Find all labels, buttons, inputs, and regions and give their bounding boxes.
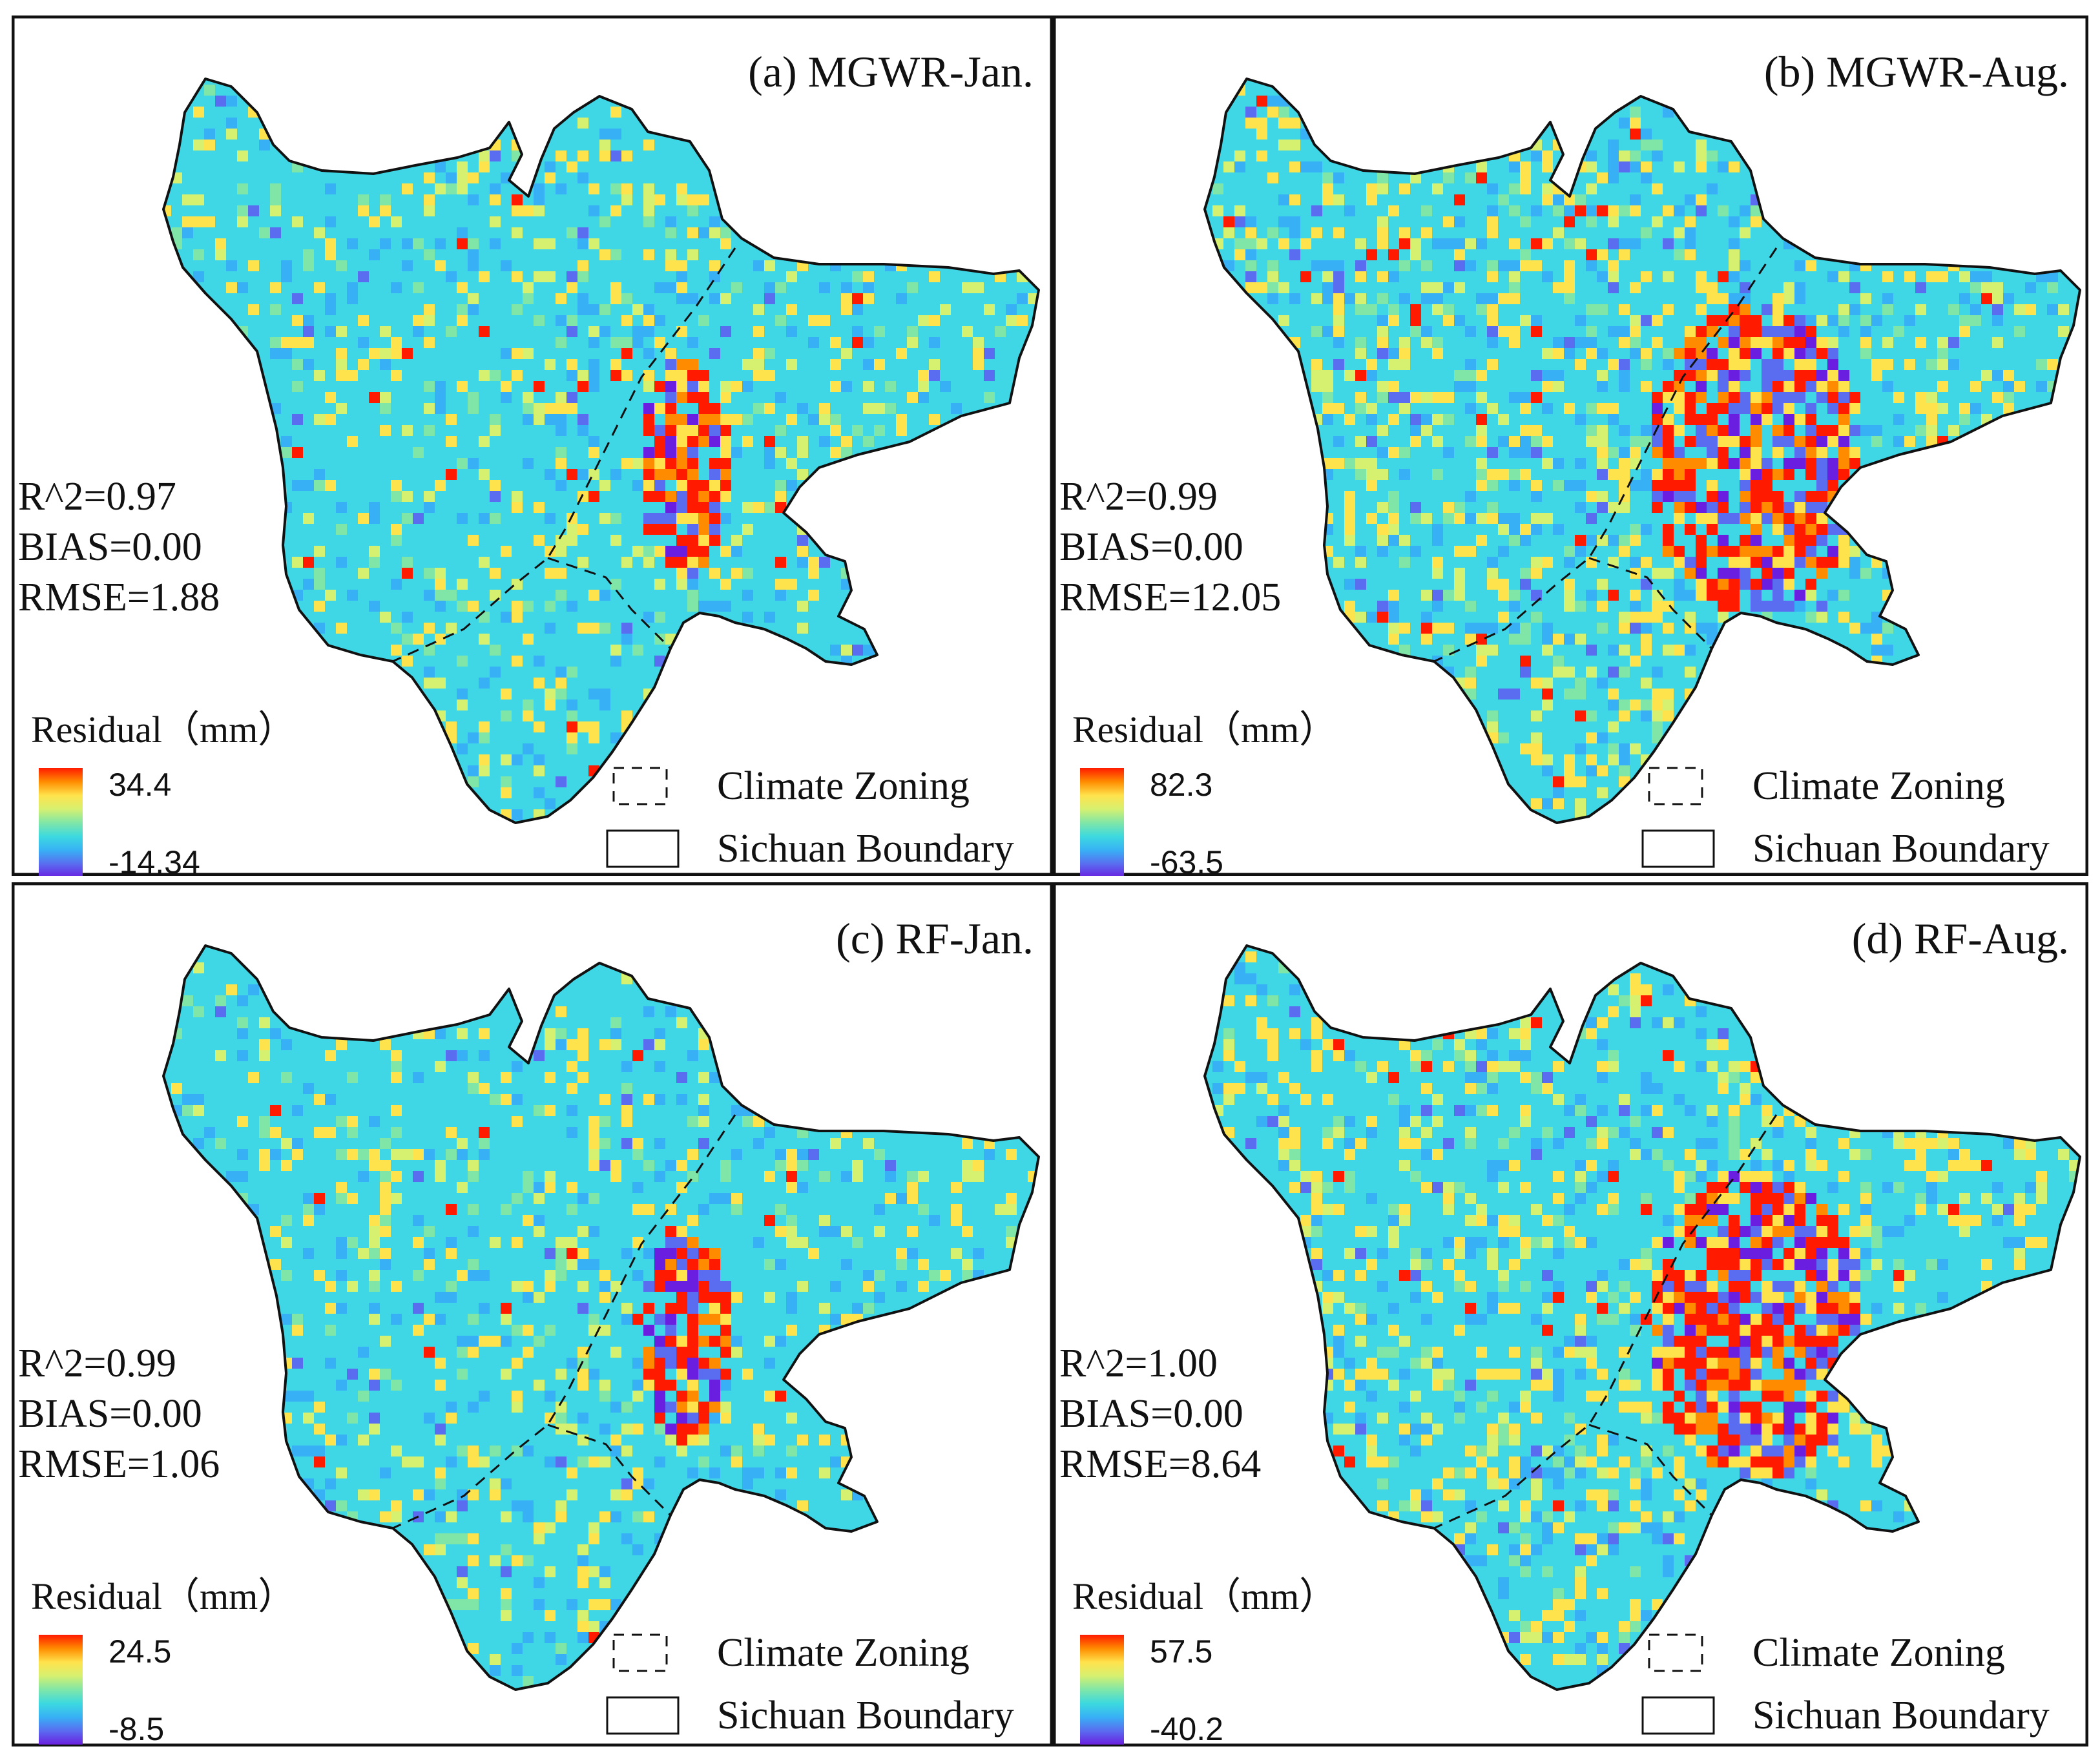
stat-line: BIAS=0.00 [18, 1392, 202, 1436]
legend-max: 82.3 [1150, 767, 1212, 803]
panel-c: (c) RF-Jan. R^2=0.99 BIAS=0.00 RMSE=1.06 Res… [12, 882, 1053, 1746]
sichuan-boundary-line [1203, 944, 2081, 1691]
legend-min: -14.34 [109, 844, 200, 876]
legend-max: 34.4 [109, 767, 171, 803]
stat-line: RMSE=12.05 [1059, 575, 1281, 619]
climate-zoning-line [1433, 247, 1778, 663]
stat-line: R^2=1.00 [1059, 1342, 1218, 1385]
legend-title: Residual（mm） [1072, 709, 1336, 751]
climate-zoning-label: Climate Zoning [717, 1631, 970, 1675]
sichuan-boundary-line [162, 78, 1040, 824]
sichuan-boundary-line [1203, 78, 2081, 824]
climate-zoning-swatch [1648, 767, 1703, 805]
stat-line: RMSE=1.88 [18, 575, 220, 619]
sichuan-boundary-line [162, 944, 1040, 1691]
colorbar [1080, 1635, 1124, 1745]
stat-line: R^2=0.99 [1059, 475, 1218, 519]
climate-zoning-label: Climate Zoning [1752, 764, 2005, 808]
sichuan-boundary-label: Sichuan Boundary [1752, 827, 2050, 871]
climate-zoning-line [1588, 557, 1713, 650]
legend-title: Residual（mm） [31, 1575, 295, 1617]
legend-min: -8.5 [109, 1711, 164, 1746]
stat-line: BIAS=0.00 [18, 525, 202, 569]
climate-zoning-line [1433, 1114, 1778, 1529]
climate-zoning-line [392, 1114, 736, 1529]
legend-title: Residual（mm） [31, 709, 295, 751]
climate-zoning-line [392, 247, 736, 663]
stat-line: RMSE=1.06 [18, 1442, 220, 1486]
legend-max: 24.5 [109, 1633, 171, 1670]
sichuan-boundary-swatch [1641, 1696, 1715, 1735]
sichuan-boundary-label: Sichuan Boundary [717, 1694, 1014, 1737]
climate-zoning-swatch [1648, 1633, 1703, 1672]
colorbar [39, 768, 83, 876]
legend-min: -63.5 [1150, 844, 1223, 876]
stat-line: R^2=0.97 [18, 475, 176, 519]
colorbar [39, 1635, 83, 1745]
climate-zoning-label: Climate Zoning [717, 764, 970, 808]
legend-min: -40.2 [1150, 1711, 1223, 1746]
sichuan-boundary-swatch [1641, 829, 1715, 868]
panel-title: (a) MGWR-Jan. [748, 47, 1034, 96]
sichuan-boundary-label: Sichuan Boundary [717, 827, 1014, 871]
panel-title: (d) RF-Aug. [1852, 914, 2069, 963]
climate-zoning-label: Climate Zoning [1752, 1631, 2005, 1675]
stat-line: RMSE=8.64 [1059, 1442, 1261, 1486]
sichuan-boundary-label: Sichuan Boundary [1752, 1694, 2050, 1737]
climate-zoning-line [547, 1424, 672, 1517]
sichuan-boundary-swatch [606, 829, 680, 868]
panel-b: (b) MGWR-Aug. R^2=0.99 BIAS=0.00 RMSE=12.05… [1053, 16, 2088, 876]
stat-line: BIAS=0.00 [1059, 525, 1243, 569]
climate-zoning-swatch [612, 1633, 668, 1672]
stat-line: R^2=0.99 [18, 1342, 176, 1385]
panel-a: (a) MGWR-Jan. R^2=0.97 BIAS=0.00 RMSE=1.88 R… [12, 16, 1053, 876]
sichuan-boundary-swatch [606, 1696, 680, 1735]
stat-line: BIAS=0.00 [1059, 1392, 1243, 1436]
legend-max: 57.5 [1150, 1633, 1212, 1670]
colorbar [1080, 768, 1124, 876]
climate-zoning-swatch [612, 767, 668, 805]
panel-title: (c) RF-Jan. [836, 914, 1034, 963]
climate-zoning-line [547, 557, 672, 650]
climate-zoning-line [1588, 1424, 1713, 1517]
panel-d: (d) RF-Aug. R^2=1.00 BIAS=0.00 RMSE=8.64 Res… [1053, 882, 2088, 1746]
panel-title: (b) MGWR-Aug. [1764, 47, 2069, 96]
legend-title: Residual（mm） [1072, 1575, 1336, 1617]
